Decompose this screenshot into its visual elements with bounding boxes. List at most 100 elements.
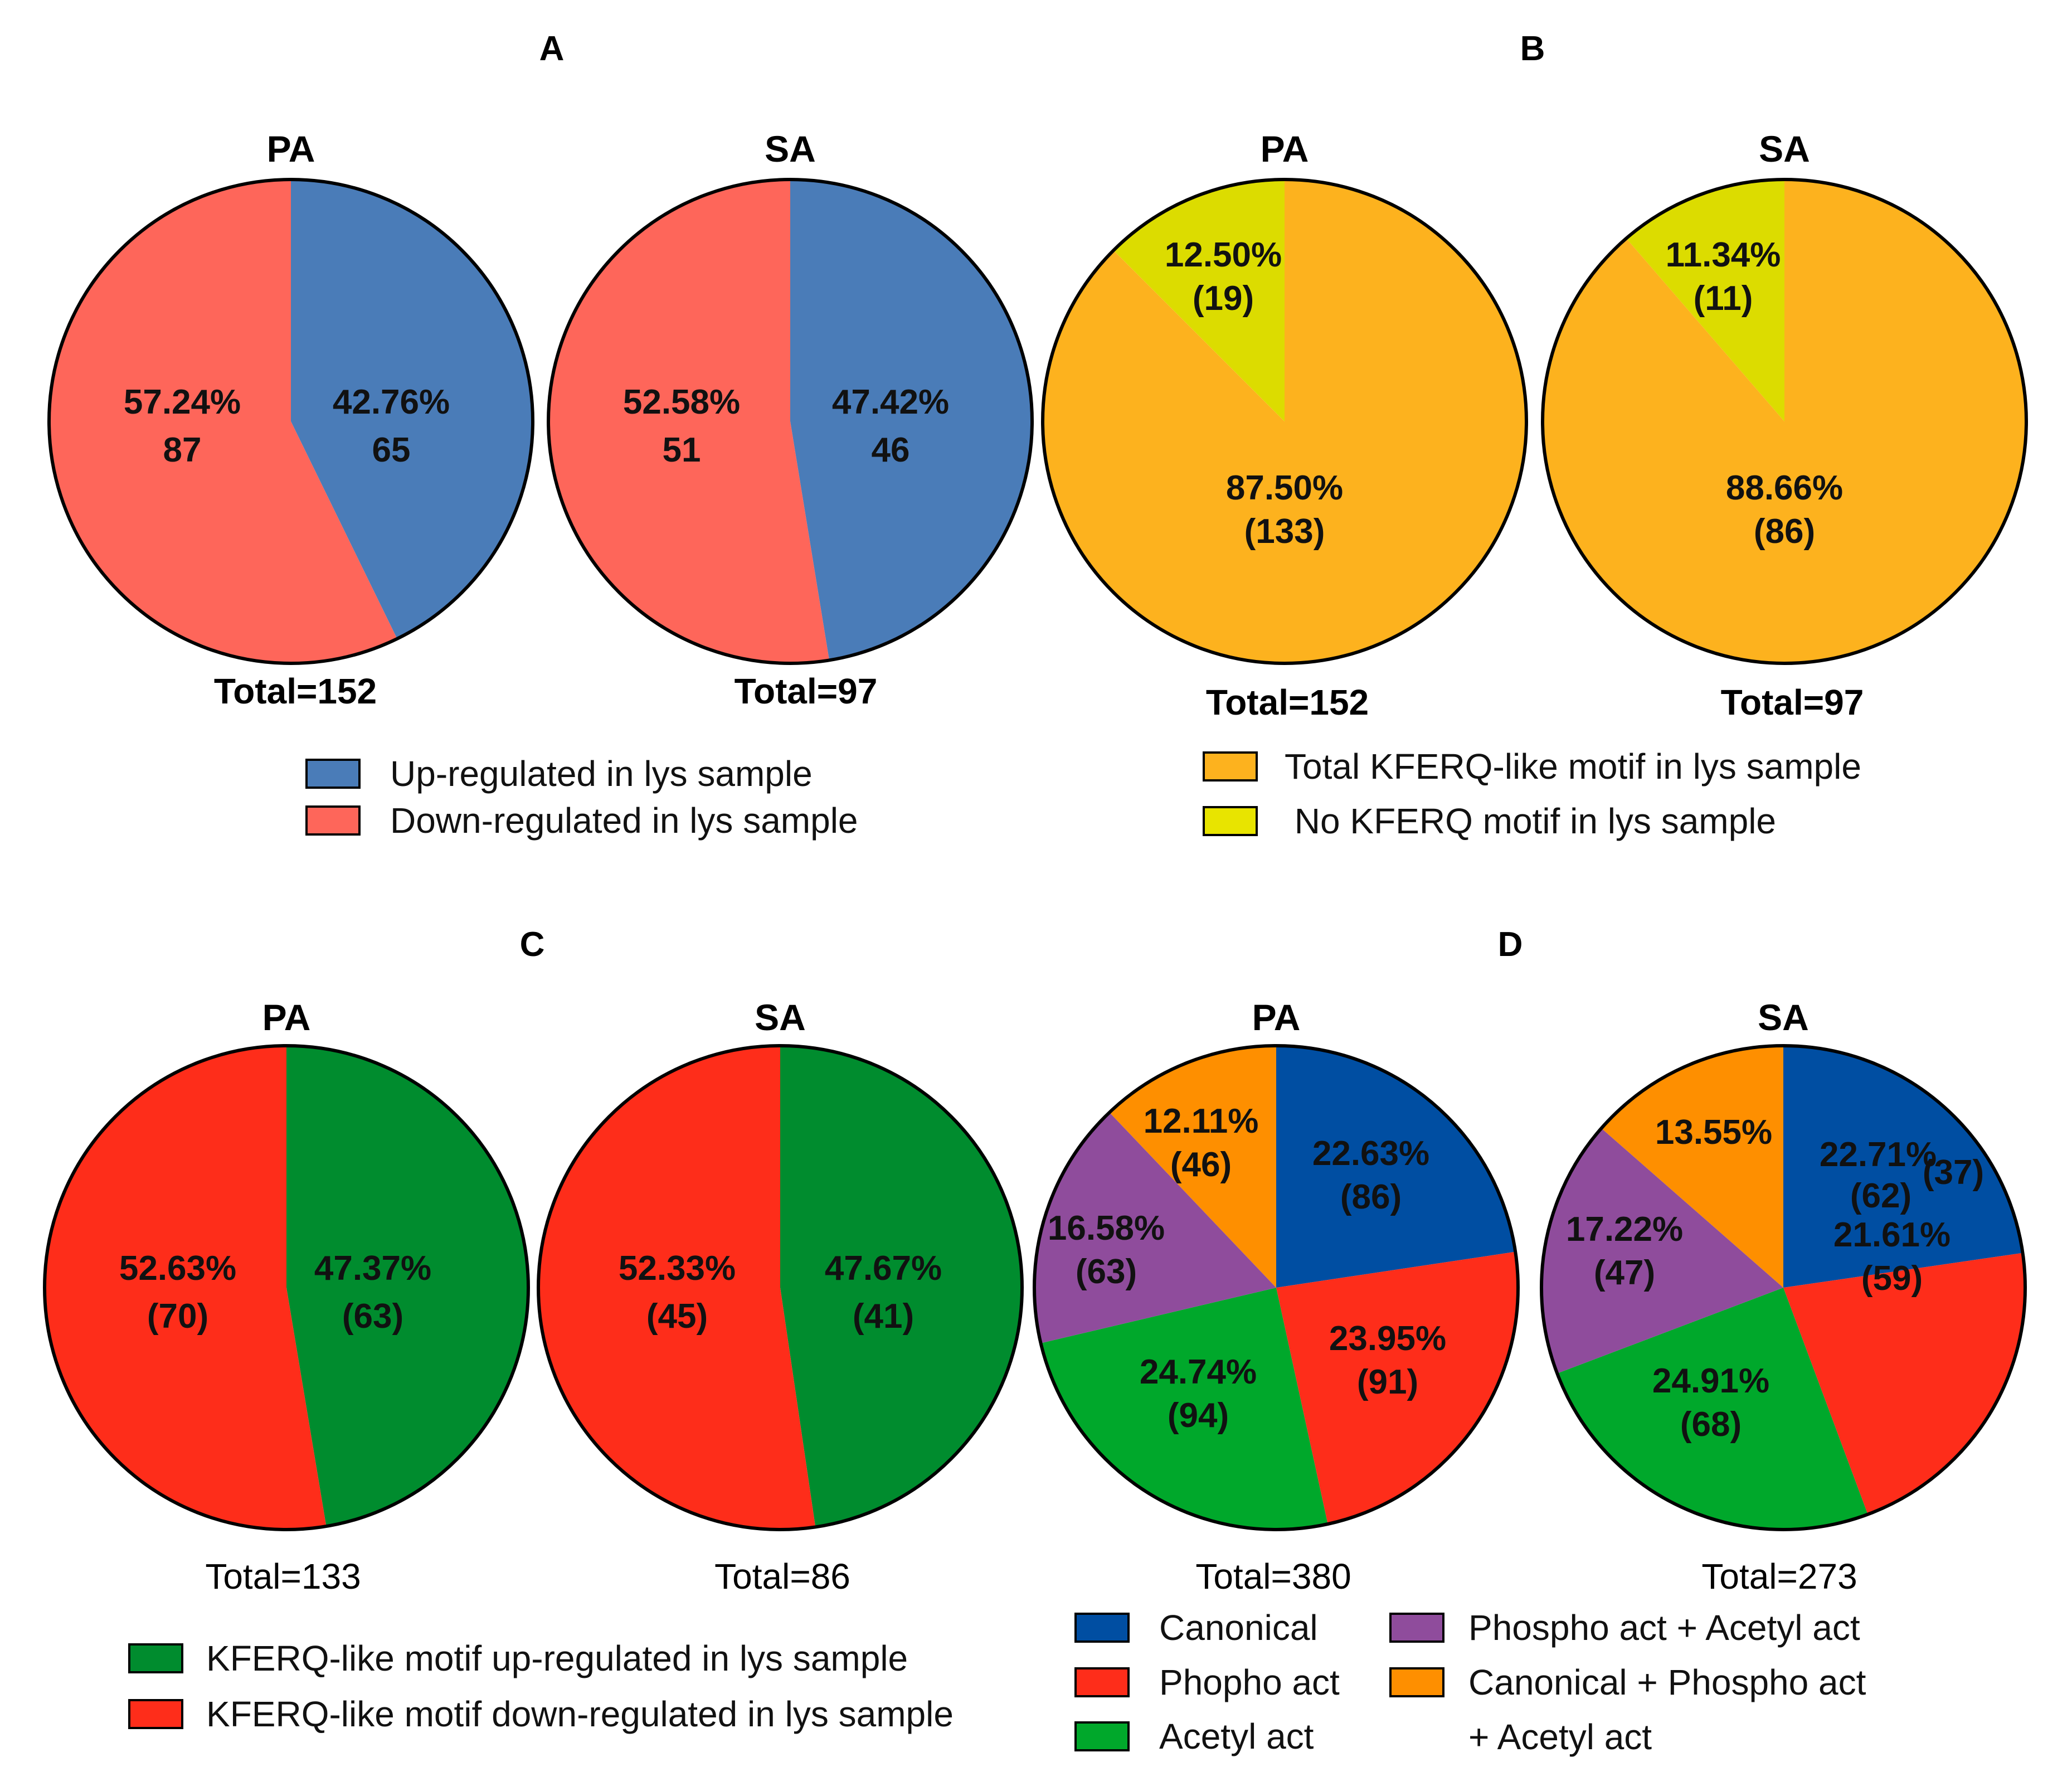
pie-b-sa-slice-no-kferq-motif-in-lys-sample xyxy=(1626,179,1784,421)
pie-c-sa-label-kferq-like-motif-down-regulated-in-lys-sample-0: 52.33% xyxy=(619,1249,736,1288)
legend-b-swatch-no-kferq-motif-in-lys-sample xyxy=(1203,806,1258,836)
panel-c: C PA 47.37% (63) 52.63% (70) Total=133 SA 47.67%… xyxy=(43,925,1024,1734)
pie-c-sa-total: Total=86 xyxy=(714,1556,850,1596)
pie-d-sa-label-phopho-act-0: 21.61% xyxy=(1833,1216,1951,1254)
pie-a-sa-slice-down-regulated-in-lys-sample xyxy=(548,179,829,663)
legend-d-swatch-canonical-phospho-act xyxy=(1389,1667,1444,1697)
pie-d-sa-label-acetyl-act-0: 24.91% xyxy=(1652,1362,1769,1400)
pie-d-pa-label-phopho-act-1: (91) xyxy=(1357,1363,1418,1401)
pie-a-sa-label-down-regulated-in-lys-sample-1: 51 xyxy=(663,431,701,469)
legend-d-label-phospho-act-acetyl-act: Phospho act + Acetyl act xyxy=(1468,1608,1860,1648)
pie-d-sa-slice-canonical xyxy=(1783,1046,2023,1288)
pie-b-pa-label-total-kferq-like-motif-in-lys-sample-1: (133) xyxy=(1244,512,1325,551)
pie-b-pa-slice-no-kferq-motif-in-lys-sample xyxy=(1113,179,1285,421)
pie-d-sa-title: SA xyxy=(1758,997,1809,1038)
panel-d: DPA22.63%(86)23.95%(91)24.74%(94)16.58%(… xyxy=(1033,925,2027,1757)
pie-c-sa-label-kferq-like-motif-up-regulated-in-lys-sample-0: 47.67% xyxy=(825,1249,942,1288)
pie-b-pa-title: PA xyxy=(1261,128,1309,169)
pie-b-pa-total: Total=152 xyxy=(1206,682,1369,722)
pie-c-pa-label-kferq-like-motif-down-regulated-in-lys-sample-1: (70) xyxy=(147,1297,208,1336)
pie-d-pa-label-acetyl-act-0: 24.74% xyxy=(1140,1353,1257,1391)
pie-a-pa-label-down-regulated-in-lys-sample-1: 87 xyxy=(163,431,202,469)
pie-d-sa-slice-acetyl-act xyxy=(1557,1288,1868,1530)
pie-a-pa-label-down-regulated-in-lys-sample-0: 57.24% xyxy=(124,383,241,421)
pie-c-pa-label-kferq-like-motif-up-regulated-in-lys-sample-1: (63) xyxy=(342,1297,403,1336)
pie-b-pa-label-total-kferq-like-motif-in-lys-sample-0: 87.50% xyxy=(1226,469,1343,507)
legend-c-label-kferq-like-motif-up-regulated-in-lys-sample: KFERQ-like motif up-regulated in lys sam… xyxy=(206,1638,908,1678)
pie-d-sa-label-acetyl-act-1: (68) xyxy=(1680,1405,1742,1444)
pie-c-sa-label-kferq-like-motif-up-regulated-in-lys-sample-1: (41) xyxy=(853,1297,914,1336)
pie-b-sa-label-total-kferq-like-motif-in-lys-sample-0: 88.66% xyxy=(1726,469,1843,507)
pie-c-sa: SA 47.67% (41) 52.33% (45) Total=86 xyxy=(537,997,1024,1596)
legend-a-label-up-regulated-in-lys-sample: Up-regulated in lys sample xyxy=(390,754,813,794)
legend-d-label-acetyl-act: Acetyl act xyxy=(1159,1716,1314,1756)
pie-c-pa-outline xyxy=(43,1044,530,1531)
pie-a-pa-slice-up-regulated-in-lys-sample xyxy=(291,179,533,639)
pie-b-pa-outline xyxy=(1041,178,1528,665)
pie-b-sa-title: SA xyxy=(1759,128,1810,169)
pie-a-pa-outline xyxy=(47,178,534,665)
pie-d-pa-slice-canonical-phospho-act-acetyl-act xyxy=(1109,1046,1276,1288)
pie-d-pa-label-acetyl-act-1: (94) xyxy=(1168,1396,1229,1435)
pie-b-pa: PA 87.50% (133) 12.50% (19) Total=152 xyxy=(1041,128,1528,722)
pie-c-sa-title: SA xyxy=(755,997,806,1038)
legend-d-label-phopho-act: Phopho act xyxy=(1159,1662,1340,1702)
pie-d-pa-outline xyxy=(1033,1044,1520,1531)
pie-d-pa-label-canonical-phospho-act-acetyl-act-1: (46) xyxy=(1170,1146,1232,1184)
legend-d-swatch-canonical xyxy=(1074,1613,1130,1643)
legend-c-swatch-kferq-like-motif-down-regulated-in-lys-sample xyxy=(128,1699,183,1729)
pie-b-pa-label-no-kferq-motif-in-lys-sample-0: 12.50% xyxy=(1165,236,1282,274)
pie-a-sa-title: SA xyxy=(765,128,816,169)
pie-a-sa-label-up-regulated-in-lys-sample-0: 47.42% xyxy=(832,383,949,421)
pie-d-pa-slice-canonical xyxy=(1276,1046,1516,1288)
legend-b-label-total-kferq-like-motif-in-lys-sample: Total KFERQ-like motif in lys sample xyxy=(1285,746,1861,787)
pie-c-pa-slice-kferq-like-motif-down-regulated-in-lys-sample xyxy=(44,1046,327,1530)
pie-a-pa-slice-down-regulated-in-lys-sample xyxy=(49,179,397,663)
pie-a-sa-slice-up-regulated-in-lys-sample xyxy=(790,179,1033,661)
legend-d-label-canonical: Canonical xyxy=(1159,1608,1318,1648)
legend-b: Total KFERQ-like motif in lys sample No … xyxy=(1203,746,1861,841)
pie-d-pa-title: PA xyxy=(1252,997,1301,1038)
pie-a-pa-label-up-regulated-in-lys-sample-1: 65 xyxy=(372,431,411,469)
pie-b-sa-label-no-kferq-motif-in-lys-sample-1: (11) xyxy=(1694,279,1753,318)
pie-d-pa-label-canonical-phospho-act-acetyl-act-0: 12.11% xyxy=(1144,1102,1259,1140)
pie-d-pa-slice-phopho-act xyxy=(1276,1251,1519,1525)
legend-d-swatch-acetyl-act xyxy=(1074,1721,1130,1751)
pie-c-pa-label-kferq-like-motif-up-regulated-in-lys-sample-0: 47.37% xyxy=(314,1249,431,1288)
pie-d-pa-label-canonical-1: (86) xyxy=(1340,1178,1402,1216)
legend-d-swatch-phospho-act-acetyl-act xyxy=(1389,1613,1444,1643)
pie-c-pa-label-kferq-like-motif-down-regulated-in-lys-sample-0: 52.63% xyxy=(119,1249,236,1288)
pie-d-pa-slice-phospho-act-acetyl-act xyxy=(1034,1112,1276,1343)
pie-d-pa: PA 22.63% (86) 23.95% (91) 24.74% (94) 16.58% (6… xyxy=(1033,997,1520,1596)
pie-b-sa: SA 88.66% (86) 11.34% (11) Total=97 xyxy=(1541,128,2028,722)
pie-b-sa-label-no-kferq-motif-in-lys-sample-0: 11.34% xyxy=(1666,236,1781,274)
pie-d-sa-label-canonical-phospho-act-acetyl-act-0: 13.55% xyxy=(1655,1113,1772,1152)
pie-a-sa: SA 47.42% 46 52.58% 51 Total=97 xyxy=(547,128,1034,711)
panel-a: A PA 42.76% 65 57.24% 87 Total=152 SA 47.42% 46 52… xyxy=(47,30,1034,841)
pie-a-pa-label-up-regulated-in-lys-sample-0: 42.76% xyxy=(333,383,450,421)
pie-d-sa-outline xyxy=(1540,1044,2027,1531)
panel-letter-d: D xyxy=(1498,925,1523,964)
pie-d-sa-slice-canonical-phospho-act-acetyl-act xyxy=(1601,1046,1783,1288)
pie-b-sa-label-total-kferq-like-motif-in-lys-sample-1: (86) xyxy=(1754,512,1815,551)
pie-d-sa-total: Total=273 xyxy=(1701,1556,1857,1596)
pie-d-sa-slice-phospho-act-acetyl-act xyxy=(1541,1128,1783,1373)
legend-d-swatch-phopho-act xyxy=(1074,1667,1130,1697)
pie-d-sa-slice-phopho-act xyxy=(1783,1253,2025,1515)
panel-letter-c: C xyxy=(520,925,545,964)
legend-c: KFERQ-like motif up-regulated in lys sam… xyxy=(128,1638,954,1734)
legend-b-swatch-total-kferq-like-motif-in-lys-sample xyxy=(1203,751,1258,782)
pie-d-sa-label-canonical-0: 22.71% xyxy=(1820,1135,1937,1174)
legend-b-label-no-kferq-motif-in-lys-sample: No KFERQ motif in lys sample xyxy=(1285,801,1776,841)
panel-letter-a: A xyxy=(539,30,565,68)
pie-b-sa-total: Total=97 xyxy=(1721,682,1864,722)
pie-d-pa-label-canonical-0: 22.63% xyxy=(1312,1134,1429,1173)
pie-c-sa-slice-kferq-like-motif-up-regulated-in-lys-sample xyxy=(780,1046,1022,1527)
pie-c-sa-label-kferq-like-motif-down-regulated-in-lys-sample-1: (45) xyxy=(646,1297,708,1336)
legend-c-label-kferq-like-motif-down-regulated-in-lys-sample: KFERQ-like motif down-regulated in lys s… xyxy=(206,1694,954,1734)
legend-c-swatch-kferq-like-motif-up-regulated-in-lys-sample xyxy=(128,1643,183,1673)
legend-a: Up-regulated in lys sample Down-regulated… xyxy=(305,754,858,841)
pie-c-pa-total: Total=133 xyxy=(205,1556,361,1596)
pie-a-sa-total: Total=97 xyxy=(735,671,878,711)
